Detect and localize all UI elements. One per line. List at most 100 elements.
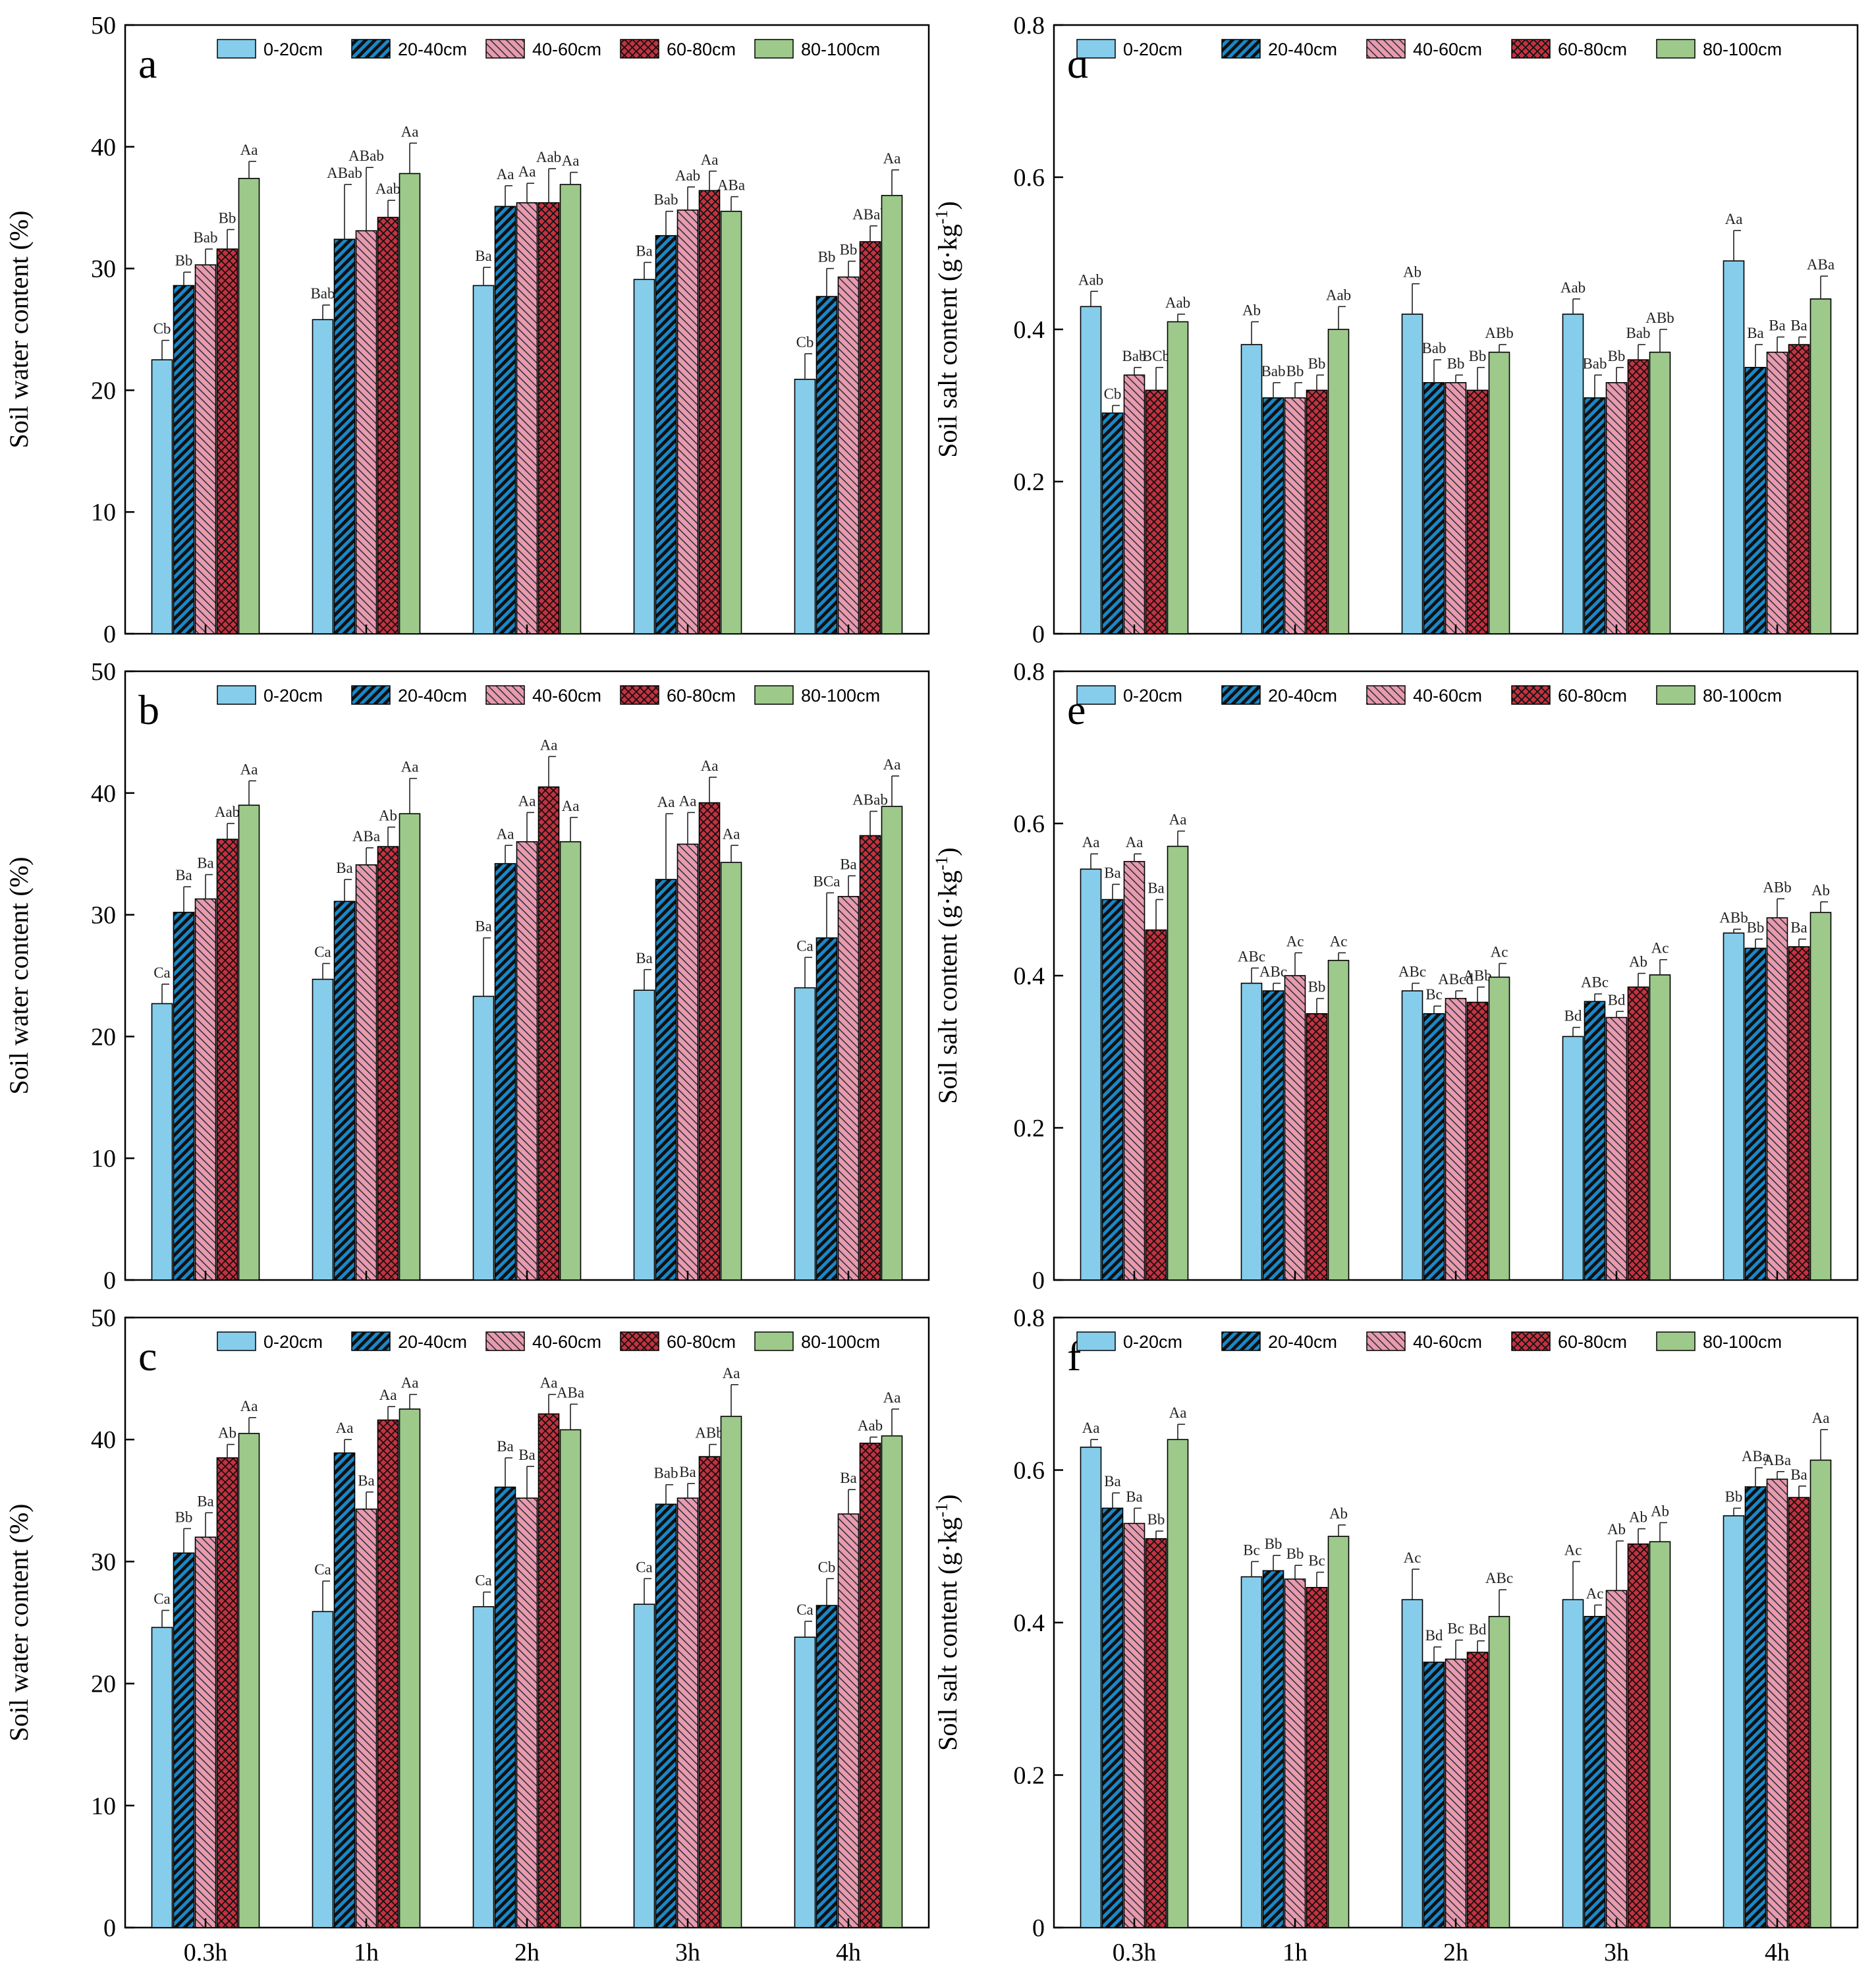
legend-swatch-0-20cm [217,39,256,59]
significance-label: Cb [1104,386,1122,403]
legend-label-60-80cm: 60-80cm [667,686,736,706]
legend-swatch-20-40cm [351,1331,391,1351]
bar-80-100cm-3h [1649,351,1671,634]
bar-80-100cm-3h [720,1416,742,1928]
legend-swatch-80-100cm [1656,39,1696,59]
bar-60-80cm-1h [377,846,399,1281]
panel-a: 0 10 20 30 40 50 Soil water content (%) a 0-20cm… [4,12,930,648]
bar-20-40cm-2h [494,1486,516,1928]
x-tick-label: 0.3h [1113,1939,1157,1966]
significance-label: Aab [1165,294,1190,311]
bar-40-60cm-2h [1445,1658,1467,1928]
significance-label: Aa [1169,1405,1187,1421]
bar-80-100cm-1h [1327,960,1350,1281]
x-tick-label: 1h [354,1939,379,1966]
significance-label: Aab [858,1417,883,1433]
y-tick-label: 0.2 [1014,468,1045,496]
bar-60-80cm-0.3h [1145,389,1167,634]
bar-40-60cm-2h [516,202,538,634]
legend-swatch-20-40cm [1221,39,1261,59]
bar-80-100cm-0.3h [238,178,260,634]
significance-label: Aa [518,163,536,180]
legend-label-20-40cm: 20-40cm [1268,686,1337,706]
bar-80-100cm-2h [1488,1615,1510,1928]
significance-label: Bb [1286,1545,1304,1562]
y-tick-label: 40 [91,134,116,161]
significance-label: Aa [562,798,580,814]
bar-60-80cm-3h [1627,1543,1649,1928]
significance-label: Bb [1447,355,1465,372]
bar-20-40cm-1h [1262,397,1284,634]
bar-60-80cm-2h [538,1413,560,1928]
significance-label: ABa [1742,1448,1769,1464]
x-tick-label: 3h [675,1939,700,1966]
y-tick-label: 40 [91,780,116,808]
bar-60-80cm-2h [538,202,560,634]
bar-40-60cm-0.3h [1123,374,1145,634]
significance-label: Aa [1725,211,1743,227]
bar-40-60cm-3h [1605,382,1628,634]
significance-label: Bab [653,192,678,208]
significance-label: Ba [840,1470,857,1486]
significance-label: ABab [327,165,362,181]
bar-0-20cm-2h [1401,1599,1423,1928]
significance-label: Ba [1104,864,1121,881]
bar-80-100cm-4h [881,806,903,1281]
bar-60-80cm-4h [1788,946,1810,1281]
significance-label: Ab [1811,882,1830,899]
bar-20-40cm-3h [1584,1615,1606,1928]
significance-label: Ba [1790,1466,1807,1483]
bar-40-60cm-1h [355,1508,377,1928]
bar-0-20cm-3h [633,1603,655,1928]
legend-swatch-80-100cm [754,1331,794,1351]
legend-label-40-60cm: 40-60cm [532,686,601,706]
significance-label: ABb [695,1425,723,1441]
y-tick-label: 0 [1032,1267,1045,1294]
legend: 0-20cm 20-40cm 40-60cm 60-80cm 80-100cm [1076,39,1782,59]
significance-label: Ba [475,918,492,935]
bar-0-20cm-4h [794,378,816,634]
y-axis-label: Soil salt content (g·kg-1) [932,201,962,457]
y-tick-label: 0.2 [1014,1762,1045,1790]
bar-80-100cm-4h [1809,298,1832,634]
significance-label: Aa [497,166,514,182]
bar-60-80cm-3h [1627,986,1649,1281]
significance-label: BCa [814,873,841,889]
legend-label-60-80cm: 60-80cm [667,40,736,59]
significance-label: Aa [883,1389,901,1406]
bar-20-40cm-0.3h [1101,412,1124,634]
legend-swatch-20-40cm [351,685,391,705]
legend-label-60-80cm: 60-80cm [1558,1332,1627,1352]
significance-label: Bb [1286,363,1304,379]
significance-label: Ca [796,1601,814,1618]
y-tick-label: 0.4 [1014,316,1045,344]
significance-label: Aa [240,761,258,777]
significance-label: Bb [1265,1536,1283,1552]
significance-label: Ca [314,1561,331,1578]
bar-20-40cm-4h [1744,947,1767,1281]
y-tick-label: 30 [91,1548,116,1576]
significance-label: Aa [240,1398,258,1414]
bar-60-80cm-1h [1306,1013,1328,1281]
bar-0-20cm-2h [472,285,495,634]
y-tick-label: 0 [103,1267,116,1294]
significance-label: ABc [1485,1570,1513,1586]
significance-label: ABb [1763,879,1791,895]
significance-label: Cb [818,1559,836,1575]
bar-20-40cm-2h [1423,1013,1445,1281]
y-axis-label: Soil salt content (g·kg-1) [932,847,962,1103]
bar-80-100cm-0.3h [1167,321,1189,634]
significance-label: Aab [1326,287,1351,303]
legend-label-80-100cm: 80-100cm [1703,686,1782,706]
bar-60-80cm-4h [1788,344,1810,634]
significance-label: Ba [840,856,857,872]
bar-60-80cm-4h [859,835,881,1281]
bar-40-60cm-3h [676,1497,699,1928]
y-tick-label: 0 [1032,621,1045,648]
legend-swatch-20-40cm [351,39,391,59]
significance-label: Ba [497,1438,514,1455]
bar-40-60cm-1h [355,864,377,1281]
bar-80-100cm-1h [1327,1536,1350,1928]
y-tick-label: 0.8 [1014,12,1045,40]
